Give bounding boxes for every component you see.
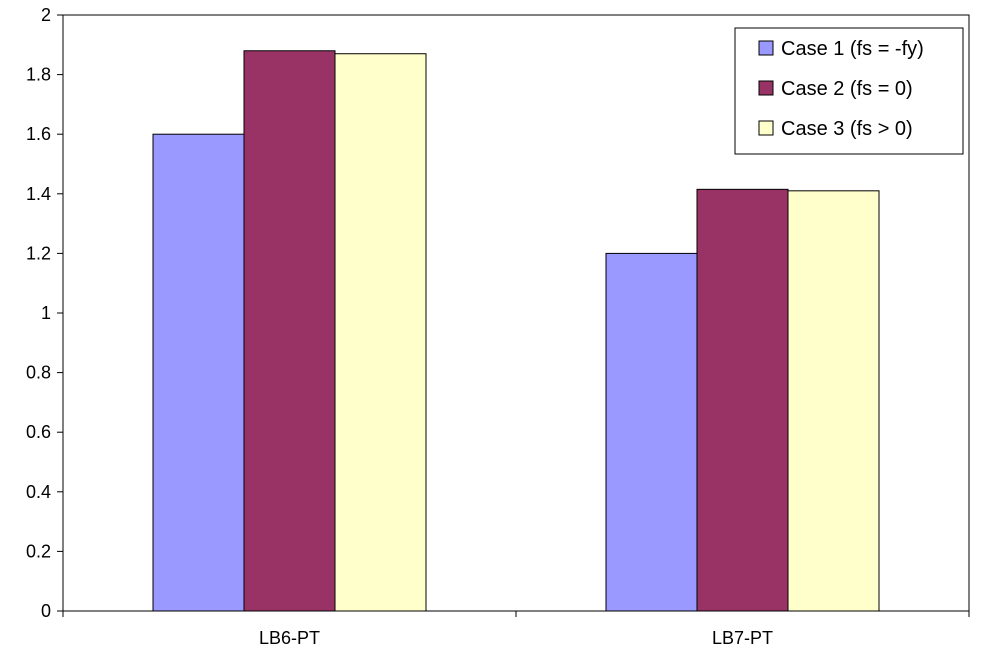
- y-tick-label: 0.8: [26, 363, 51, 383]
- plot-area: [152, 50, 880, 612]
- y-tick-label: 0: [41, 601, 51, 621]
- bar-1-1: [152, 133, 245, 612]
- y-tick-label: 2: [41, 5, 51, 25]
- legend-swatch: [758, 120, 774, 136]
- y-tick-label: 1.4: [26, 184, 51, 204]
- y-tick-label: 0.4: [26, 482, 51, 502]
- bar-2-1: [243, 50, 336, 612]
- x-category-label: LB7-PT: [712, 628, 773, 648]
- y-tick-label: 0.6: [26, 422, 51, 442]
- bar-3-1: [334, 53, 427, 612]
- y-tick-label: 1.2: [26, 243, 51, 263]
- y-tick-label: 1.6: [26, 124, 51, 144]
- y-tick-label: 1.8: [26, 65, 51, 85]
- legend-swatch: [758, 80, 774, 96]
- bar-3-2: [787, 190, 880, 612]
- legend-label: Case 2 (fs = 0): [781, 78, 913, 100]
- y-tick-label: 0.2: [26, 541, 51, 561]
- x-category-label: LB6-PT: [259, 628, 320, 648]
- legend-swatch: [758, 40, 774, 56]
- axes: 0 0.2 0.4 0.6 0.8 1 1.2 1.4 1.6 1.8 2 LB6-PT LB7-PT: [26, 5, 970, 648]
- legend-label: Case 1 (fs = -fy): [781, 38, 924, 60]
- bar-2-2: [696, 188, 789, 612]
- y-tick-label: 1: [41, 303, 51, 323]
- bar-1-2: [605, 252, 698, 612]
- legend-label: Case 3 (fs > 0): [781, 118, 913, 140]
- legend: Case 1 (fs = -fy) Case 2 (fs = 0) Case 3 (…: [734, 27, 964, 155]
